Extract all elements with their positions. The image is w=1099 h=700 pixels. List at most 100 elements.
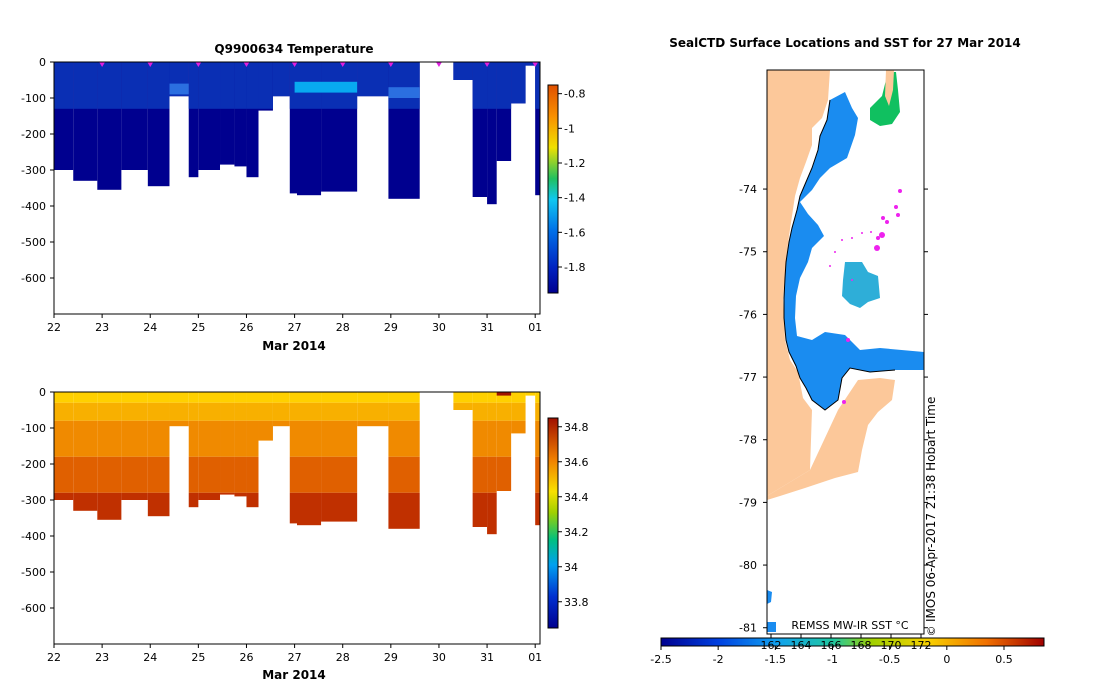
salinity-section-layer <box>54 392 74 403</box>
temperature-warm-band <box>294 81 358 93</box>
seal-location-point <box>874 245 880 251</box>
map-colorbar-label: REMSS MW-IR SST °C <box>791 619 909 632</box>
salinity-section-layer <box>147 392 170 403</box>
salinity-section-layer <box>54 420 74 457</box>
salinity-section-layer <box>297 420 322 457</box>
salinity-section-layer <box>321 456 358 493</box>
temperature-colorbar: -0.8 -1 -1.2 -1.4 -1.6 -1.8 <box>547 84 585 294</box>
seal-location-point <box>898 189 902 193</box>
seal-surface-locations <box>829 189 902 404</box>
y-tick-label: -100 <box>21 422 46 435</box>
temperature-surface-layer <box>487 62 497 109</box>
map-latitude-axis: -74 -75 -76 -77 -78 -79 -80 -81 <box>739 183 928 635</box>
salinity-section-layer <box>535 456 540 493</box>
x-tick-label: 29 <box>384 651 398 664</box>
temperature-surface-layer <box>73 62 98 109</box>
temperature-title: Q9900634 Temperature <box>214 42 373 56</box>
temperature-section-column <box>289 62 297 194</box>
salinity-section-layer <box>147 492 170 517</box>
salinity-section-layer <box>357 402 389 421</box>
salinity-colorbar-bar <box>547 417 559 629</box>
seal-location-point <box>841 239 843 241</box>
temperature-colorbar-bar <box>547 84 559 294</box>
salinity-section-layer <box>472 420 488 457</box>
salinity-section-layer <box>220 402 235 421</box>
salinity-sections <box>54 392 540 535</box>
latitude-tick-label: -75 <box>739 246 757 259</box>
y-tick-label: -600 <box>21 272 46 285</box>
x-tick-label: 25 <box>191 651 205 664</box>
y-tick-label: -100 <box>21 92 46 105</box>
temperature-surface-layer <box>472 62 488 109</box>
temperature-surface-layer <box>453 62 473 80</box>
colorbar-tick-label: -1.8 <box>564 261 585 274</box>
seal-location-point <box>881 216 885 220</box>
temperature-warm-band <box>388 87 420 98</box>
temperature-surface-layer <box>121 62 148 109</box>
map-frame <box>766 69 925 635</box>
salinity-section-layer <box>97 392 122 403</box>
sst-colorbar-tick-label: -2.5 <box>650 653 671 666</box>
salinity-section-layer <box>220 492 235 495</box>
salinity-section-layer <box>220 392 235 403</box>
temperature-section-column <box>535 62 540 196</box>
salinity-section-layer <box>453 392 473 403</box>
temperature-y-axis: 0 -100 -200 -300 -400 -500 -600 <box>21 56 54 285</box>
profile-marker <box>435 62 442 67</box>
seal-location-point <box>842 400 846 404</box>
seal-location-point <box>851 237 853 239</box>
seal-location-point <box>896 213 900 217</box>
salinity-section-layer <box>73 420 98 457</box>
salinity-section-layer <box>188 420 199 457</box>
salinity-surface-spot <box>496 392 512 396</box>
salinity-section-layer <box>272 392 290 403</box>
colorbar-tick-label: -0.8 <box>564 88 585 101</box>
salinity-colorbar-ticks: 34.8 34.6 34.4 34.2 34 33.8 <box>558 421 589 609</box>
salinity-section-layer <box>220 420 235 457</box>
profile-marker <box>339 62 346 67</box>
x-tick-label: 23 <box>95 321 109 334</box>
sst-offshore-patch <box>842 262 880 308</box>
salinity-section-layer <box>453 402 473 410</box>
y-tick-label: -400 <box>21 530 46 543</box>
salinity-section-layer <box>97 456 122 493</box>
salinity-section-layer <box>121 392 148 403</box>
colorbar-tick-label: -1.6 <box>564 226 585 239</box>
x-tick-label: 30 <box>432 651 446 664</box>
seal-location-point <box>879 232 885 238</box>
salinity-section-layer <box>525 392 536 396</box>
sst-map-panel: SealCTD Surface Locations and SST for 27… <box>650 36 1045 666</box>
overlay-tick-label: 162 <box>761 639 782 652</box>
overlay-tick-label: 172 <box>911 639 932 652</box>
profile-marker <box>532 62 539 67</box>
salinity-section-layer <box>147 456 170 493</box>
salinity-section-layer <box>321 402 358 421</box>
map-area <box>767 70 924 632</box>
temperature-surface-layer <box>496 62 512 109</box>
salinity-section-layer <box>388 456 420 493</box>
x-tick-label: 22 <box>47 651 61 664</box>
seal-location-point <box>829 265 831 267</box>
salinity-section-layer <box>198 492 221 500</box>
seal-location-point <box>894 205 898 209</box>
salinity-section-layer <box>54 492 74 500</box>
x-tick-label: 24 <box>143 321 157 334</box>
temperature-surface-layer <box>289 62 297 109</box>
salinity-section-layer <box>357 420 389 427</box>
salinity-section-layer <box>272 402 290 421</box>
salinity-section-layer <box>258 420 273 441</box>
salinity-section-layer <box>321 492 358 522</box>
salinity-section-layer <box>321 420 358 457</box>
salinity-colorbar: 34.8 34.6 34.4 34.2 34 33.8 <box>547 417 589 629</box>
salinity-section-layer <box>289 392 297 403</box>
temperature-surface-layer <box>388 62 420 109</box>
seal-location-point <box>876 236 880 240</box>
x-tick-label: 27 <box>288 651 302 664</box>
x-tick-label: 24 <box>143 651 157 664</box>
land-northeast <box>885 70 894 106</box>
profile-marker <box>291 62 298 67</box>
salinity-section-layer <box>188 402 199 421</box>
salinity-section-layer <box>198 420 221 457</box>
salinity-section-layer <box>535 402 540 421</box>
salinity-section-layer <box>258 402 273 421</box>
